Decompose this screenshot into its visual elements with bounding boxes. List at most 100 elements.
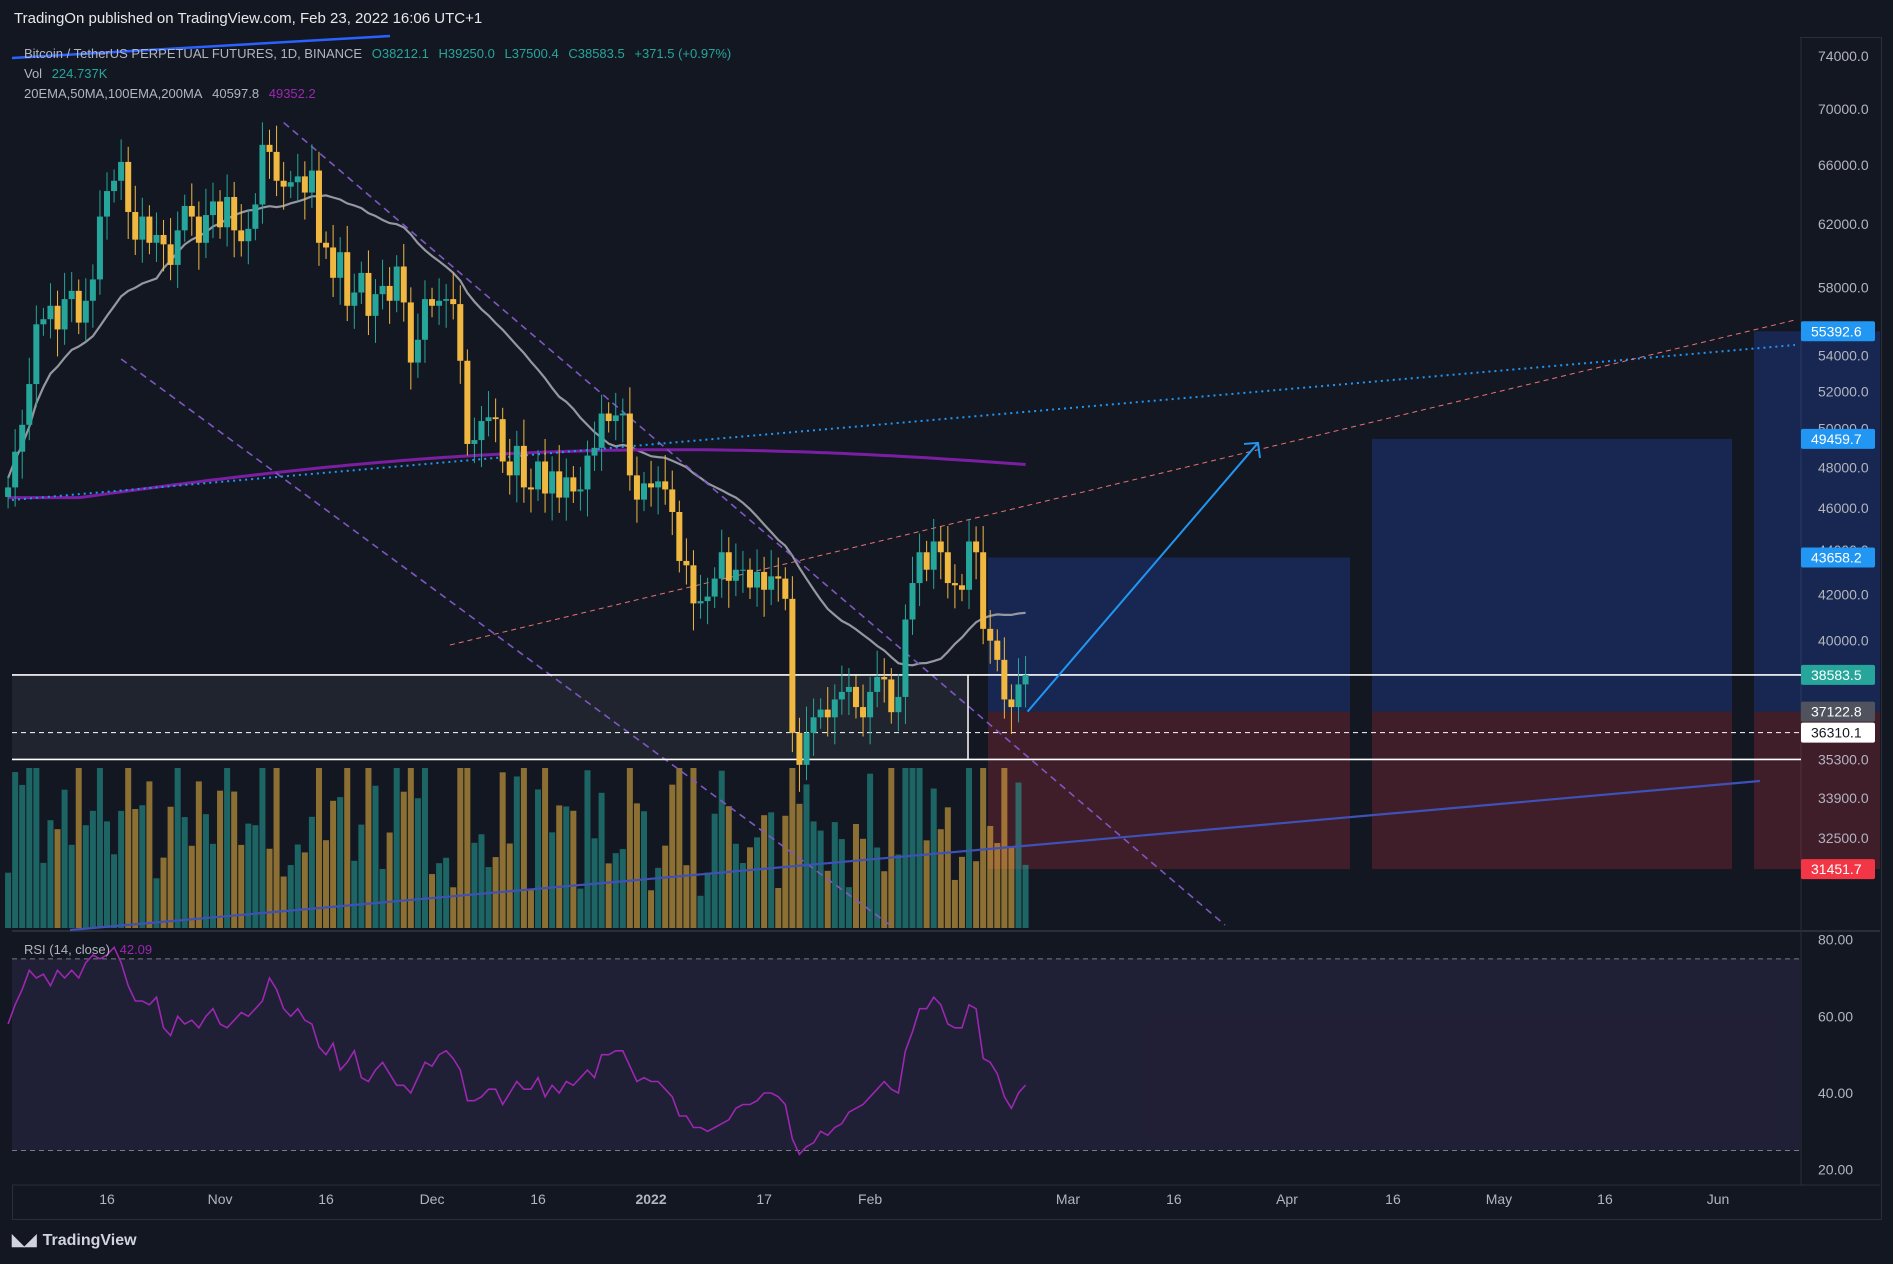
candle[interactable]: [273, 125, 280, 197]
candle[interactable]: [796, 717, 803, 792]
candle[interactable]: [209, 182, 216, 239]
candle[interactable]: [655, 466, 662, 515]
symbol-legend[interactable]: Bitcoin / TetherUS PERPETUAL FUTURES, 1D…: [24, 46, 737, 61]
candle[interactable]: [499, 407, 506, 473]
tradingview-brand[interactable]: ◣◢ TradingView: [12, 1230, 137, 1250]
candle[interactable]: [782, 567, 789, 611]
candle[interactable]: [358, 261, 365, 304]
candle[interactable]: [471, 417, 478, 464]
candle[interactable]: [711, 567, 718, 609]
candle[interactable]: [259, 122, 266, 224]
volume-legend[interactable]: Vol 224.737K: [24, 66, 113, 81]
candle[interactable]: [450, 272, 457, 320]
candle[interactable]: [746, 558, 753, 600]
candle[interactable]: [669, 470, 676, 536]
candle[interactable]: [958, 573, 965, 602]
candle[interactable]: [181, 194, 188, 242]
candle[interactable]: [26, 357, 33, 441]
candle[interactable]: [478, 405, 485, 468]
candle[interactable]: [980, 526, 987, 645]
candle[interactable]: [202, 188, 209, 259]
candle[interactable]: [160, 219, 167, 272]
candle[interactable]: [464, 349, 471, 456]
candle[interactable]: [365, 250, 372, 336]
candle[interactable]: [626, 387, 633, 491]
candle[interactable]: [916, 533, 923, 607]
candle[interactable]: [132, 185, 139, 255]
candle[interactable]: [414, 313, 421, 378]
candles[interactable]: [5, 122, 1029, 792]
candle[interactable]: [584, 440, 591, 517]
candle[interactable]: [436, 278, 443, 325]
candle[interactable]: [775, 557, 782, 602]
candle[interactable]: [513, 430, 520, 503]
candle[interactable]: [563, 458, 570, 521]
candle[interactable]: [577, 466, 584, 511]
candle[interactable]: [662, 455, 669, 505]
candle[interactable]: [966, 518, 973, 609]
candle[interactable]: [393, 255, 400, 313]
candle[interactable]: [330, 224, 337, 297]
candle[interactable]: [789, 576, 796, 753]
candle[interactable]: [987, 610, 994, 664]
candle[interactable]: [344, 225, 351, 322]
candle[interactable]: [612, 392, 619, 441]
candle[interactable]: [648, 460, 655, 507]
candle[interactable]: [400, 243, 407, 322]
candle[interactable]: [217, 190, 224, 239]
candle[interactable]: [937, 526, 944, 580]
candle[interactable]: [973, 526, 980, 580]
candle[interactable]: [315, 151, 322, 266]
candle[interactable]: [386, 267, 393, 324]
time-axis[interactable]: 16 Nov 16 Dec 16 2022 17 Feb Mar 16 Apr 16 May 16 Jun: [99, 1191, 1729, 1207]
candle[interactable]: [874, 650, 881, 708]
candle[interactable]: [280, 161, 287, 210]
candle[interactable]: [725, 537, 732, 608]
candle[interactable]: [923, 540, 930, 582]
candle[interactable]: [838, 665, 845, 715]
rsi-legend[interactable]: RSI (14, close) 42.09: [24, 942, 158, 957]
candle[interactable]: [881, 658, 888, 703]
candle[interactable]: [337, 237, 344, 305]
candle[interactable]: [407, 287, 414, 390]
candle[interactable]: [570, 466, 577, 503]
candle[interactable]: [323, 231, 330, 259]
candle[interactable]: [605, 402, 612, 433]
candle[interactable]: [12, 429, 19, 507]
candle[interactable]: [641, 472, 647, 512]
candle[interactable]: [895, 674, 902, 732]
candle[interactable]: [817, 698, 824, 729]
candle[interactable]: [68, 272, 75, 323]
candle[interactable]: [768, 550, 775, 606]
candle[interactable]: [195, 201, 202, 270]
candle[interactable]: [888, 668, 895, 724]
candle[interactable]: [824, 687, 831, 737]
candle[interactable]: [188, 183, 195, 236]
candle[interactable]: [301, 161, 308, 220]
candle[interactable]: [867, 676, 874, 745]
candle[interactable]: [527, 468, 534, 513]
candle[interactable]: [803, 706, 810, 781]
candle[interactable]: [944, 526, 951, 599]
candle[interactable]: [167, 218, 174, 281]
candle[interactable]: [54, 290, 61, 357]
candle[interactable]: [852, 675, 859, 719]
candle[interactable]: [40, 307, 47, 336]
candle[interactable]: [125, 146, 132, 240]
candle[interactable]: [761, 556, 768, 617]
candle[interactable]: [421, 280, 428, 363]
candle[interactable]: [676, 500, 683, 573]
candle[interactable]: [704, 577, 711, 625]
candle[interactable]: [1008, 684, 1015, 735]
candle[interactable]: [245, 209, 252, 265]
candle[interactable]: [252, 193, 259, 241]
candle[interactable]: [845, 668, 852, 715]
candle[interactable]: [1022, 656, 1029, 708]
candle[interactable]: [372, 279, 379, 343]
candle[interactable]: [457, 285, 464, 384]
price-axis[interactable]: 74000.0 70000.0 66000.0 62000.0 58000.0 54000…: [1801, 48, 1875, 880]
candle[interactable]: [33, 305, 40, 408]
candle[interactable]: [146, 205, 153, 255]
candle[interactable]: [520, 419, 527, 503]
